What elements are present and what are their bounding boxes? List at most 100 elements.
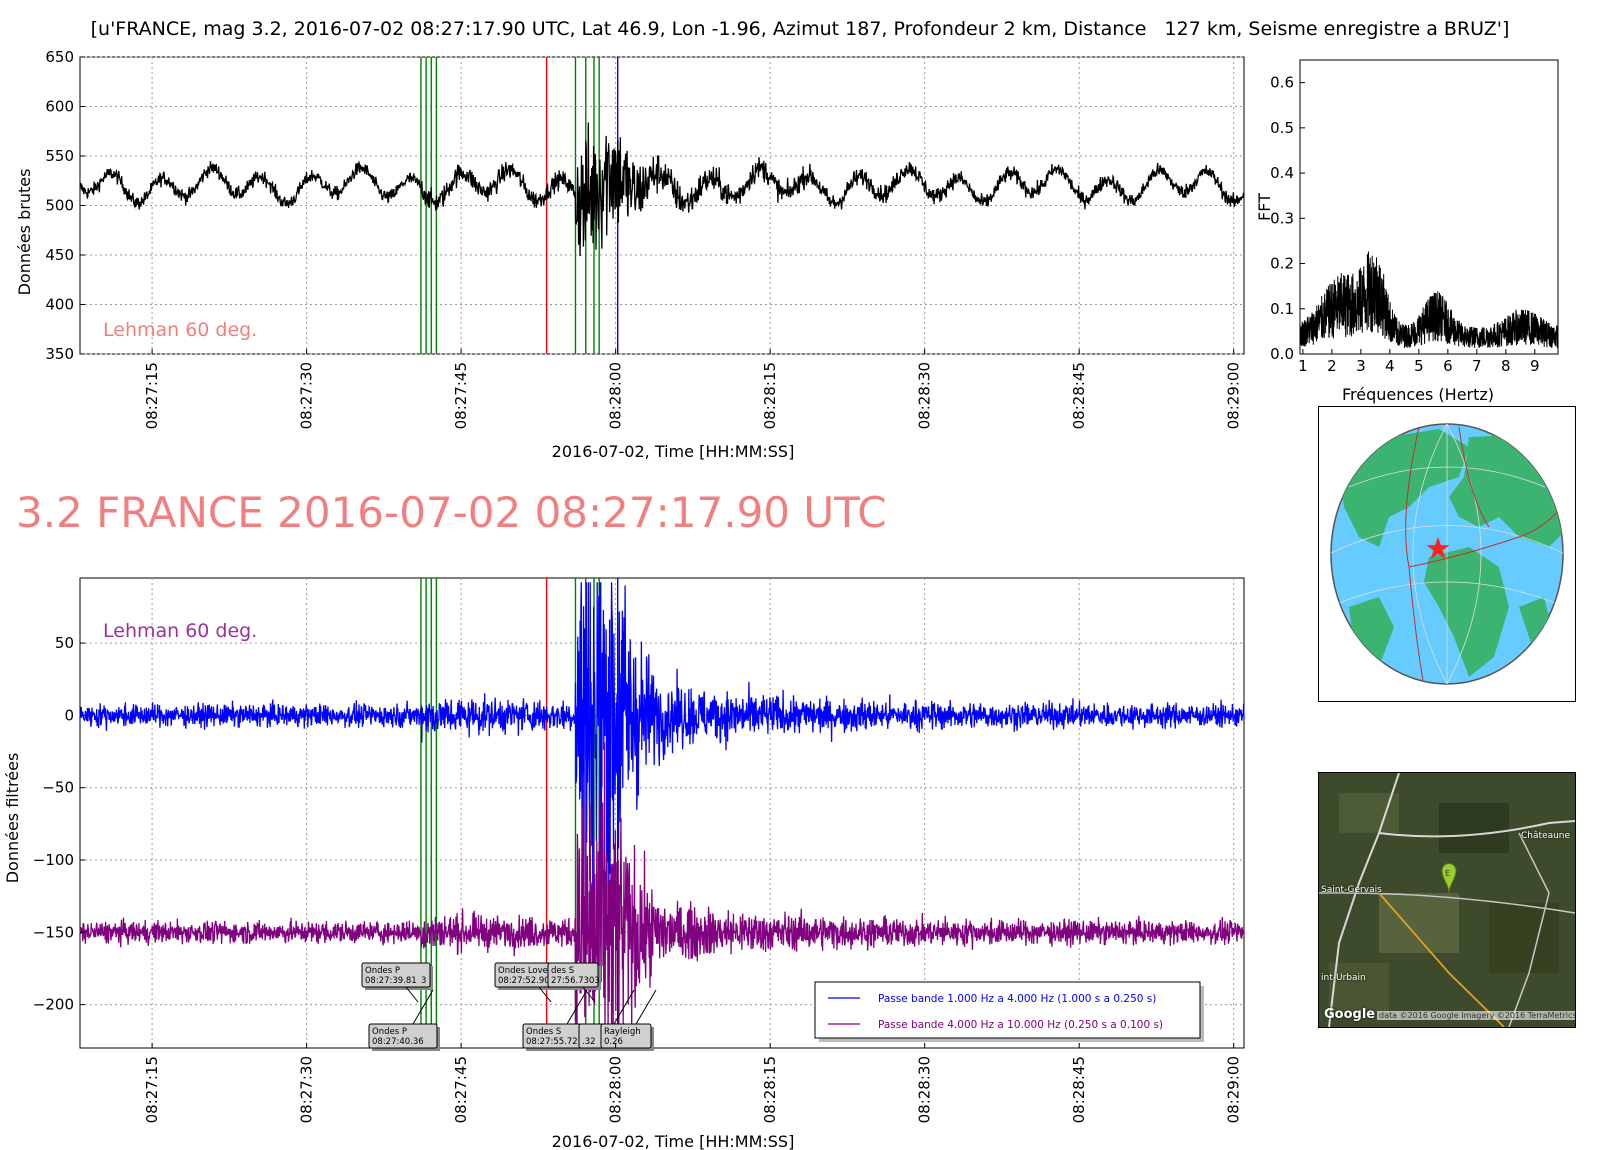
fft-xtick-label-0: 1: [1298, 357, 1308, 375]
raw-lehman-annotation: Lehman 60 deg.: [103, 319, 257, 341]
fft-xtick-label-4: 5: [1414, 357, 1424, 375]
phase-label-0-name: Ondes P: [365, 966, 400, 976]
phase-label-1: Ondes P08:27:40.36: [368, 989, 440, 1051]
fft-xtick-label-3: 4: [1385, 357, 1395, 375]
phase-label-2-name: Ondes Love: [498, 966, 548, 976]
phase-label-3-name: des S: [551, 966, 574, 976]
fft-plot-frame: [1299, 59, 1559, 355]
raw-grid: [80, 56, 1244, 355]
location-pin-icon: [1441, 863, 1457, 894]
phase-label-4-arrow: [566, 989, 588, 1025]
filtered-y-axis-label: Données filtrées: [3, 753, 22, 884]
raw-xtick-label-3: 08:28:00: [607, 362, 625, 429]
raw-xtick-label-2: 08:27:45: [452, 362, 470, 429]
phase-label-3-arrow: [582, 986, 596, 1003]
fft-x-axis-label: Fréquences (Hertz): [1342, 385, 1494, 404]
phase-label-6-time: 0.26: [604, 1037, 623, 1047]
fft-xtick-label-5: 6: [1443, 357, 1453, 375]
raw-xtick-label-7: 08:29:00: [1225, 362, 1243, 429]
phase-label-6-arrow: [635, 989, 657, 1025]
fft-ytick-label-1: 0.1: [1270, 300, 1294, 318]
filtered-grid: [80, 578, 1244, 1048]
phase-label-3-time: 27:56.73: [551, 976, 589, 986]
globe-map: [1318, 406, 1576, 702]
figure-title: [u'FRANCE, mag 3.2, 2016-07-02 08:27:17.…: [90, 18, 1510, 40]
band1-trace-line: [79, 582, 1245, 997]
fft-ytick-label-0: 0.0: [1270, 345, 1294, 363]
flt-ytick-label-3: −50: [42, 779, 74, 797]
phase-label-0-time: 08:27:39.81: [365, 976, 417, 986]
filtered-plot-frame: [79, 577, 1245, 1049]
flt-xtick-label-2: 08:27:45: [452, 1056, 470, 1123]
fft-ytick-label-6: 0.6: [1270, 74, 1294, 92]
raw-trace-line: [79, 122, 1245, 257]
phase-label-3: des S27:56.73 03: [547, 962, 601, 1003]
epicenter-star-icon: [1426, 537, 1450, 559]
flt-ytick-label-1: −150: [33, 923, 74, 941]
flt-ytick-label-2: −100: [33, 851, 74, 869]
flt-ytick-label-0: −200: [33, 996, 74, 1014]
raw-ytick-label-3: 500: [45, 197, 74, 215]
raw-xtick-label-6: 08:28:45: [1070, 362, 1088, 429]
map-credit: data ©2016 Google Imagery ©2016 TerraMet…: [1377, 1011, 1575, 1020]
legend-box: [814, 981, 1201, 1039]
phase-label-2-arrow: [538, 986, 552, 1003]
raw-xtick-label-4: 08:28:15: [761, 362, 779, 429]
map-label-chateaune: Châteaune: [1521, 831, 1571, 841]
phase-label-6-name: Rayleigh: [604, 1027, 641, 1037]
raw-xtick-label-0: 08:27:15: [143, 362, 161, 429]
raw-y-ticks: 350 400 450 500 550 600 650: [45, 48, 85, 363]
legend-label-band1: Passe bande 1.000 Hz a 4.000 Hz (1.000 s…: [878, 993, 1156, 1005]
phase-label-1-name: Ondes P: [372, 1027, 407, 1037]
phase-label-0: Ondes P08:27:39.81 3: [361, 962, 433, 1003]
fft-y-ticks: 0.0 0.1 0.2 0.3 0.4 0.5 0.6: [1270, 74, 1305, 363]
raw-ytick-label-1: 400: [45, 296, 74, 314]
fft-xtick-label-2: 3: [1356, 357, 1366, 375]
flt-xtick-label-4: 08:28:15: [761, 1056, 779, 1123]
flt-xtick-label-0: 08:27:15: [143, 1056, 161, 1123]
phase-label-4-time: 08:27:55.72: [526, 1037, 578, 1047]
map-label-saint-gervais: Saint-Gervais: [1321, 885, 1382, 895]
filtered-x-axis-label: 2016-07-02, Time [HH:MM:SS]: [552, 1132, 795, 1150]
raw-ytick-label-5: 600: [45, 98, 74, 116]
raw-ytick-label-6: 650: [45, 48, 74, 66]
band2-trace-line: [79, 742, 1245, 1044]
fft-ytick-label-2: 0.2: [1270, 255, 1294, 273]
raw-xtick-label-5: 08:28:30: [916, 362, 934, 429]
phase-label-0-arrow: [405, 986, 419, 1003]
raw-phase-lines: [420, 57, 619, 354]
fft-xtick-label-8: 9: [1530, 357, 1540, 375]
filtered-x-ticks: 08:27:15 08:27:30 08:27:45 08:28:00 08:28:15…: [143, 1043, 1243, 1123]
map-label-saint-urbain: int-Urbain: [1321, 973, 1366, 983]
filtered-y-ticks: −200 −150 −100 −50 0 50: [33, 634, 85, 1014]
fft-panel: 0.0 0.1 0.2 0.3 0.4 0.5 0.6 1 2 3 4 5 6 7 8 9 FFT Fréq…: [1255, 59, 1559, 404]
raw-x-ticks: 08:27:15 08:27:30 08:27:45 08:28:00 08:28:15…: [143, 349, 1243, 429]
phase-label-5-time: .32: [582, 1037, 596, 1047]
phase-label-1-arrow: [412, 989, 434, 1025]
phase-label-1-time: 08:27:40.36: [372, 1037, 424, 1047]
flt-xtick-label-1: 08:27:30: [298, 1056, 316, 1123]
phase-label-3-suffix: 03: [589, 976, 600, 986]
satellite-map: Châteaune Saint-Gervais int-Urbain E Goo…: [1318, 772, 1576, 1028]
fft-xtick-label-7: 8: [1501, 357, 1511, 375]
filtered-lehman-annotation: Lehman 60 deg.: [103, 620, 257, 642]
event-title: 3.2 FRANCE 2016-07-02 08:27:17.90 UTC: [16, 488, 887, 537]
fft-x-ticks: 1 2 3 4 5 6 7 8 9: [1298, 349, 1540, 375]
flt-xtick-label-6: 08:28:45: [1070, 1056, 1088, 1123]
flt-ytick-label-4: 0: [64, 706, 74, 724]
raw-x-axis-label: 2016-07-02, Time [HH:MM:SS]: [552, 442, 795, 461]
fft-xtick-label-1: 2: [1327, 357, 1337, 375]
pin-label: E: [1445, 869, 1451, 878]
fft-spectrum-line: [1299, 251, 1559, 349]
flt-xtick-label-7: 08:29:00: [1225, 1056, 1243, 1123]
flt-ytick-label-5: 50: [55, 634, 74, 652]
raw-ytick-label-4: 550: [45, 147, 74, 165]
phase-label-4-name: Ondes S: [526, 1027, 561, 1037]
phase-label-2-time: 08:27:52.90: [498, 976, 550, 986]
raw-xtick-label-1: 08:27:30: [298, 362, 316, 429]
fft-ytick-label-4: 0.4: [1270, 164, 1294, 182]
